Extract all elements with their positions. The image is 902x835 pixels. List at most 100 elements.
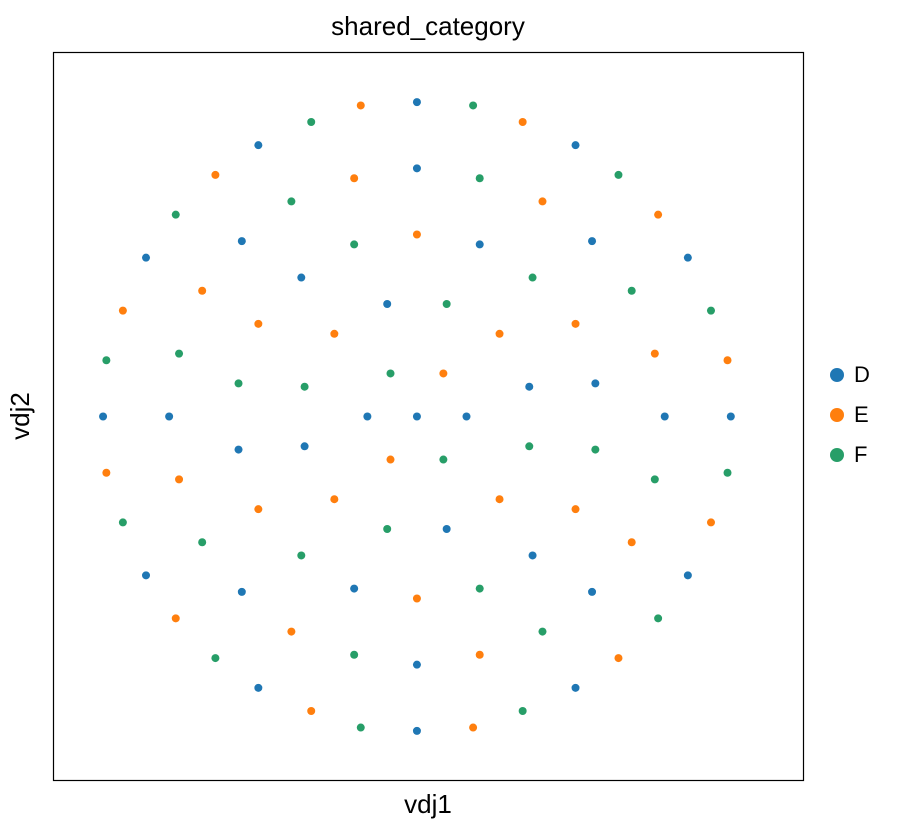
point [287,197,296,206]
chart-title: shared_category [331,11,525,41]
point [330,329,339,338]
point [386,369,395,378]
point [211,170,220,179]
point [412,412,421,421]
point [356,101,365,110]
x-axis-label: vdj1 [404,789,452,819]
point [118,518,127,527]
point [350,174,359,183]
point [528,551,537,560]
point [571,319,580,328]
point [525,442,534,451]
point [591,379,600,388]
point [591,445,600,454]
point [412,230,421,239]
point [706,518,715,527]
point [171,614,180,623]
point [102,356,111,365]
point [538,197,547,206]
point [614,170,623,179]
point [297,273,306,282]
point [588,587,597,596]
point [475,650,484,659]
point [356,723,365,732]
point [654,210,663,219]
point [538,627,547,636]
point [234,445,243,454]
point [518,707,527,716]
point [439,369,448,378]
point [614,654,623,663]
point [237,587,246,596]
point [297,551,306,560]
point [475,174,484,183]
point [350,584,359,593]
legend-marker [830,368,844,382]
point [627,538,636,547]
point [469,723,478,732]
point [723,356,732,365]
legend-marker [830,408,844,422]
legend-label: E [854,402,869,427]
point [307,117,316,126]
point [412,594,421,603]
point [383,525,392,534]
point [654,614,663,623]
point [683,571,692,580]
point [469,101,478,110]
point [706,306,715,315]
point [330,495,339,504]
point [350,240,359,249]
point [175,349,184,358]
point [627,286,636,295]
point [254,319,263,328]
point [650,475,659,484]
point [412,660,421,669]
point [386,455,395,464]
point [726,412,735,421]
point [300,442,309,451]
point [383,299,392,308]
point [198,538,207,547]
point [442,525,451,534]
point [475,240,484,249]
legend-label: D [854,362,870,387]
point [412,98,421,107]
point [462,412,471,421]
point [198,286,207,295]
point [307,707,316,716]
point [588,237,597,246]
point [234,379,243,388]
point [475,584,484,593]
point [525,382,534,391]
point [363,412,372,421]
legend: DEF [830,362,870,467]
point [650,349,659,358]
points [99,98,735,735]
legend-label: F [854,442,867,467]
point [723,468,732,477]
point [571,505,580,514]
point [211,654,220,663]
point [254,683,263,692]
point [165,412,174,421]
point [683,253,692,262]
point [300,382,309,391]
point [495,329,504,338]
point [528,273,537,282]
point [439,455,448,464]
point [442,299,451,308]
point [175,475,184,484]
point [660,412,669,421]
point [254,141,263,150]
point [287,627,296,636]
point [571,683,580,692]
point [142,571,151,580]
point [99,412,108,421]
point [237,237,246,246]
point [571,141,580,150]
point [102,468,111,477]
point [412,726,421,735]
point [171,210,180,219]
